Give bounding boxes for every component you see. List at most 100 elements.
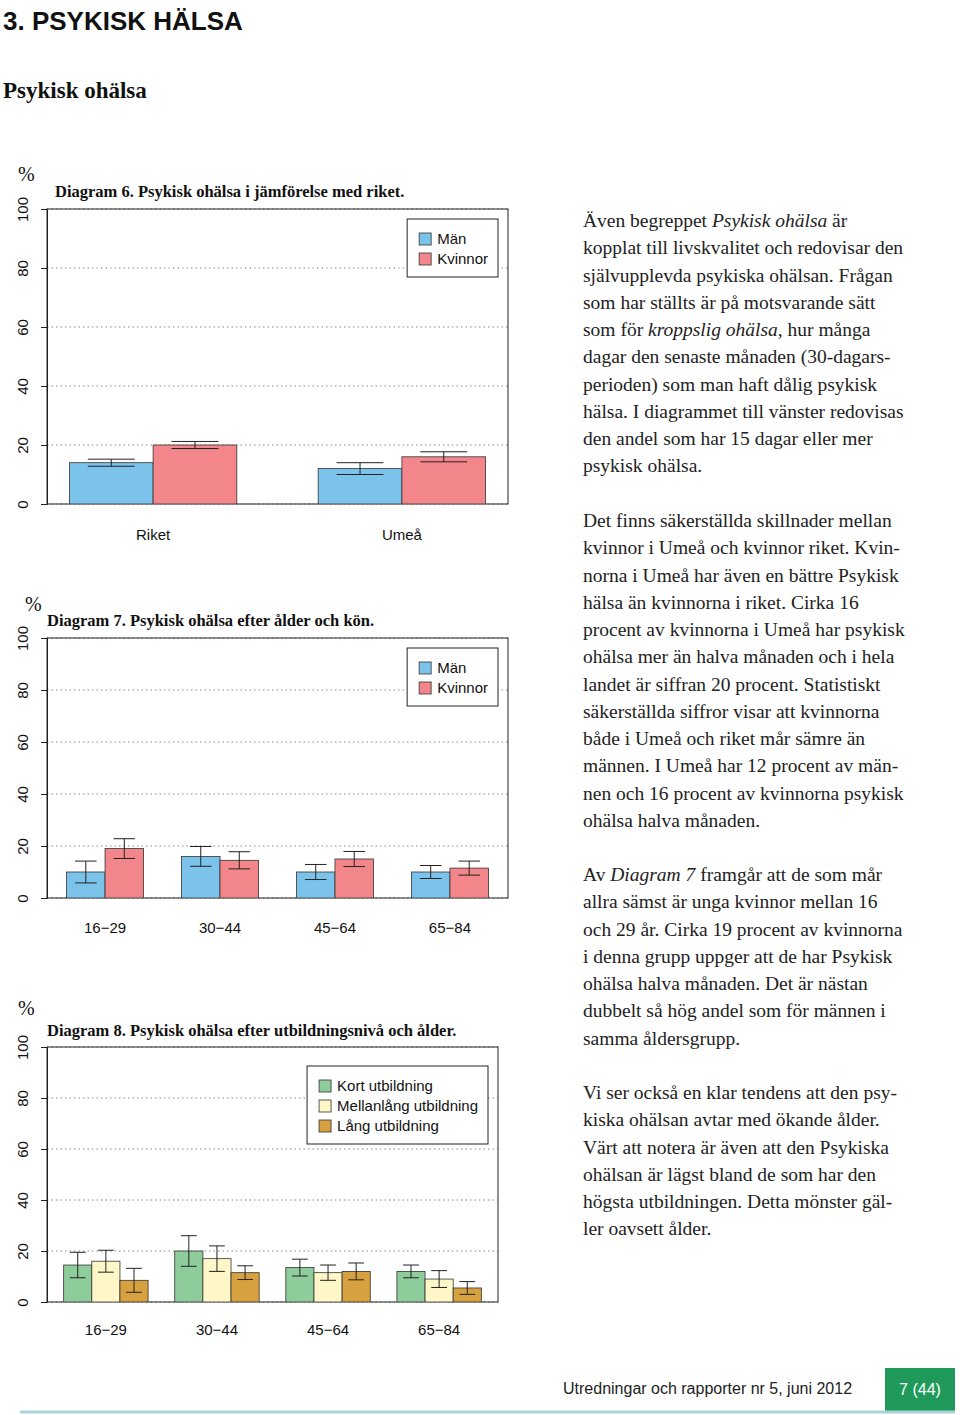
text-span: norna i Umeå har även en bättre Psykisk [583, 565, 899, 586]
tick-mark [41, 1200, 47, 1201]
text-line: Vi ser också en klar tendens att den psy… [583, 1082, 897, 1103]
legend: MänKvinnor [407, 648, 498, 706]
text-line: i denna grupp uppger att de har Psykisk [583, 946, 892, 967]
text-span: som för [583, 319, 648, 340]
y-axis-label: % [18, 163, 35, 185]
text-span: psykisk ohälsa. [583, 455, 702, 476]
bar [402, 457, 486, 504]
text-line: som har ställts är på motsvarande sätt [583, 292, 876, 313]
chart-title: Diagram 6. Psykisk ohälsa i jämförelse m… [55, 182, 404, 201]
text-span: , hur många [778, 319, 871, 340]
text-line: självupplevda psykiska ohälsan. Frågan [583, 265, 893, 286]
category-label: 16−29 [85, 1321, 127, 1338]
error-bar [420, 866, 442, 879]
x-axis-labels: RiketUmeå [136, 526, 423, 543]
grid-line [47, 846, 508, 847]
footer-text: Utredningar och rapporter nr 5, juni 201… [563, 1380, 852, 1397]
text-line: kvinnor i Umeå och kvinnor riket. Kvin- [583, 537, 900, 558]
text-line: dagar den senaste månaden (30-dagars- [583, 346, 891, 368]
y-axis: 020406080100 [14, 626, 48, 903]
legend-label: Mellanlång utbildning [337, 1097, 478, 1114]
grid-line [47, 1149, 498, 1150]
legend-swatch [319, 1100, 331, 1112]
text-line: allra sämst är unga kvinnor mellan 16 [583, 891, 878, 912]
paragraph: Av Diagram 7 framgår att de som mårallra… [583, 864, 903, 1049]
tick-mark [41, 209, 47, 210]
plot-frame [47, 638, 508, 898]
tick-label: 60 [14, 319, 31, 336]
tick-label: 80 [14, 682, 31, 699]
paragraph: Vi ser också en klar tendens att den psy… [583, 1082, 897, 1239]
legend-swatch [419, 233, 431, 245]
text-span: ohälsa halva månaden. Det är nästan [583, 973, 868, 994]
legend-swatch [419, 253, 431, 265]
text-line: hälsa. I diagrammet till vänster redovis… [583, 401, 904, 422]
text-span: säkerställda siffror visar att kvinnorna [583, 701, 880, 722]
tick-mark [41, 1098, 47, 1099]
page-number-box [885, 1368, 955, 1411]
error-bar [305, 864, 327, 879]
legend-box [407, 648, 498, 706]
tick: 60 [14, 319, 47, 336]
text-line: den andel som har 15 dagar eller mer [583, 428, 873, 449]
legend-swatch [319, 1080, 331, 1092]
chart: Diagram 7. Psykisk ohälsa efter ålder oc… [14, 593, 508, 936]
y-axis-label: % [25, 593, 42, 615]
grid [47, 638, 508, 898]
text-line: ohälsa halva månaden. Det är nästan [583, 973, 868, 994]
tick: 80 [14, 260, 47, 277]
text-span: är [827, 210, 848, 231]
y-axis-label: % [18, 997, 35, 1019]
text-line: psykisk ohälsa. [583, 455, 702, 476]
text-line: som för kroppslig ohälsa, hur många [583, 319, 871, 340]
bars [69, 441, 485, 504]
tick: 0 [14, 894, 47, 902]
error-bar [228, 852, 250, 869]
tick: 20 [14, 1243, 47, 1260]
tick: 100 [14, 626, 47, 651]
text-line: ohälsa mer än halva månaden och i hela [583, 646, 895, 667]
tick-mark [41, 1302, 47, 1303]
y-axis: 020406080100 [14, 197, 48, 509]
page-background [0, 0, 960, 1415]
error-bar [98, 1250, 114, 1272]
text-line: både i Umeå och riket mår sämre än [583, 728, 865, 749]
error-bar [172, 441, 219, 448]
tick: 20 [14, 838, 47, 855]
text-line: samma åldersgrupp. [583, 1028, 740, 1049]
tick-label: 100 [14, 1035, 31, 1060]
text-line: högsta utbildningen. Detta mönster gäl- [583, 1191, 892, 1212]
tick-label: 40 [14, 1192, 31, 1209]
text-line: nen och 16 procent av kvinnorna psykisk [583, 783, 904, 804]
text-line: Det finns säkerställda skillnader mellan [583, 510, 892, 531]
text-line: kiska ohälsan avtar med ökande ålder. [583, 1109, 880, 1130]
text-span: männen. I Umeå har 12 procent av män- [583, 755, 898, 776]
chart: Diagram 8. Psykisk ohälsa efter utbildni… [14, 997, 498, 1338]
tick-label: 80 [14, 260, 31, 277]
text-span: både i Umeå och riket mår sämre än [583, 728, 865, 749]
tick-label: 0 [14, 1298, 31, 1306]
tick-label: 20 [14, 838, 31, 855]
y-axis-line [41, 639, 48, 899]
x-axis-labels: 16−2930−4445−6465−84 [85, 1321, 460, 1338]
error-bar [431, 1271, 447, 1288]
error-bar [348, 1263, 364, 1280]
text-span: kiska ohälsan avtar med ökande ålder. [583, 1109, 880, 1130]
error-bar [70, 1252, 86, 1278]
text-span: Diagram 7 [609, 864, 696, 885]
error-bar [459, 1282, 475, 1295]
grid-line [47, 742, 508, 743]
tick-mark [41, 1047, 47, 1048]
tick-mark [41, 1149, 47, 1150]
y-axis: 020406080100 [14, 1035, 48, 1307]
tick-label: 100 [14, 197, 31, 222]
error-bar [403, 1265, 419, 1278]
text-span: ohälsa mer än halva månaden och i hela [583, 646, 895, 667]
page: 3. PSYKISK HÄLSAPsykisk ohälsaDiagram 6.… [0, 0, 960, 1415]
tick-mark [41, 898, 47, 899]
text-span: den andel som har 15 dagar eller mer [583, 428, 873, 449]
page-number: 7 (44) [899, 1381, 941, 1398]
legend-label: Män [437, 230, 466, 247]
tick-label: 20 [14, 1243, 31, 1260]
grid-line [47, 327, 508, 328]
